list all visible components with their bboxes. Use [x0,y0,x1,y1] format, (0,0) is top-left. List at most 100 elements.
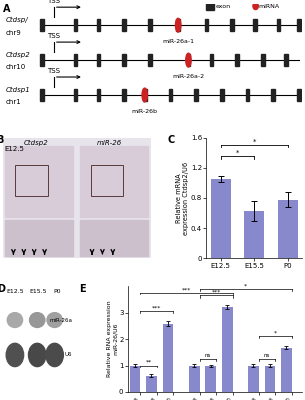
Bar [205,366,216,392]
Text: ns: ns [264,354,270,358]
Text: TSS: TSS [47,0,60,4]
Bar [189,366,199,392]
Ellipse shape [186,53,191,67]
Bar [235,54,239,66]
Bar [253,19,257,31]
Bar [122,19,126,31]
Text: TSS: TSS [47,68,60,74]
Text: exon: exon [216,4,231,9]
Bar [97,19,100,31]
Text: miR-26a-2: miR-26a-2 [172,74,204,79]
Bar [297,89,301,101]
Ellipse shape [253,3,258,10]
Bar [230,19,234,31]
Bar [271,89,275,101]
Bar [176,19,180,31]
Text: ***: *** [152,306,161,311]
Text: Ctdsp2: Ctdsp2 [6,52,31,58]
Bar [244,211,264,258]
Bar [211,179,231,258]
Text: E12.5: E12.5 [5,146,24,152]
Bar [74,54,77,66]
Text: D: D [0,284,5,294]
Bar [194,89,198,101]
Text: miR-26a: miR-26a [49,318,72,322]
Text: *: * [236,150,239,156]
Text: Ctdsp2: Ctdsp2 [23,140,48,146]
Ellipse shape [30,313,45,328]
Text: miR-26a-1: miR-26a-1 [162,39,194,44]
Bar [284,54,288,66]
Y-axis label: Relative mRNA
expression Ctdsp2/U6: Relative mRNA expression Ctdsp2/U6 [177,162,189,234]
Text: ***: *** [182,287,191,292]
Bar [281,348,292,392]
Bar [5,146,73,217]
Text: Ctdsp/: Ctdsp/ [6,17,29,23]
Bar [122,54,126,66]
Ellipse shape [175,18,181,32]
Bar [277,19,280,31]
Text: A: A [3,4,11,14]
Bar [130,366,140,392]
Bar [205,19,208,31]
Bar [97,54,100,66]
Bar [74,89,77,101]
Text: TSS: TSS [47,33,60,39]
Ellipse shape [7,313,23,328]
Bar [91,165,123,196]
Ellipse shape [6,343,23,367]
Bar [5,220,73,256]
Bar [97,89,100,101]
Bar [15,165,48,196]
Ellipse shape [47,313,62,328]
Bar [80,146,149,217]
Bar [248,366,259,392]
Bar [122,89,126,101]
Bar [261,54,265,66]
Text: E12.5: E12.5 [7,289,24,294]
Bar [80,220,149,256]
Bar [222,307,232,392]
Bar [40,19,44,31]
Text: chr1: chr1 [6,100,22,106]
Text: chr10: chr10 [6,64,26,70]
Text: B: B [0,135,3,145]
Bar [146,376,157,392]
Text: Ctdsp1: Ctdsp1 [6,87,31,93]
Text: *: * [253,138,256,144]
Bar [278,200,298,258]
Y-axis label: Relative RNA expression
miR-26/U6: Relative RNA expression miR-26/U6 [107,301,118,378]
Bar [264,366,275,392]
Bar [40,54,44,66]
Text: miR-26: miR-26 [97,140,123,146]
Text: ***: *** [211,290,221,295]
Bar [40,89,44,101]
Bar [148,54,152,66]
Bar [143,89,146,101]
Bar [210,54,213,66]
Text: *: * [274,331,277,336]
Text: **: ** [145,360,152,365]
Bar [206,2,214,10]
Bar [169,89,172,101]
Bar [163,324,173,392]
Bar [220,89,224,101]
Ellipse shape [46,343,63,367]
Bar [148,19,152,31]
Text: chr9: chr9 [6,30,22,36]
Text: miR-26b: miR-26b [132,109,158,114]
Text: miRNA: miRNA [259,4,280,9]
Bar [74,19,77,31]
Ellipse shape [28,343,46,367]
Bar [187,54,190,66]
Bar [297,19,301,31]
Text: P0: P0 [54,289,61,294]
Bar [246,89,249,101]
Text: E15.5: E15.5 [29,289,47,294]
Text: U6: U6 [65,352,72,358]
Text: *: * [244,284,247,289]
Text: C: C [168,135,175,145]
Text: E: E [79,284,85,294]
Ellipse shape [142,88,147,102]
Text: ns: ns [205,354,211,358]
